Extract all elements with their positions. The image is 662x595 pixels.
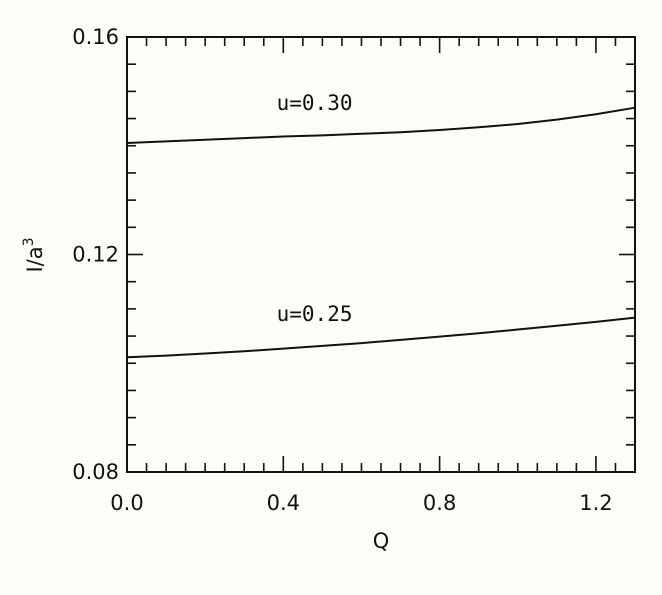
series-line-0 (126, 106, 636, 144)
y-axis-label: I/a3 (21, 237, 47, 272)
x-tick-label: 1.2 (579, 491, 612, 515)
annotation-1: u=0.25 (277, 302, 353, 326)
curve-annotations: u=0.30 u=0.25 (277, 91, 353, 326)
tick-labels: 0.0 0.4 0.8 1.2 0.08 0.12 0.16 (72, 25, 612, 515)
y-axis-label-superscript: 3 (21, 237, 37, 246)
axis-ticks (126, 36, 636, 473)
x-tick-label: 0.0 (110, 491, 143, 515)
series-line-1 (126, 316, 636, 359)
y-tick-label: 0.08 (72, 460, 119, 484)
annotation-0: u=0.30 (277, 91, 353, 115)
plot-frame (126, 36, 636, 473)
y-axis-label-main: I/a (23, 246, 47, 272)
x-axis-label: Q (373, 529, 390, 553)
y-tick-label: 0.12 (72, 243, 119, 267)
series-lines (126, 106, 636, 359)
y-tick-label: 0.16 (72, 25, 119, 49)
x-tick-label: 0.8 (423, 491, 456, 515)
x-tick-label: 0.4 (267, 491, 300, 515)
